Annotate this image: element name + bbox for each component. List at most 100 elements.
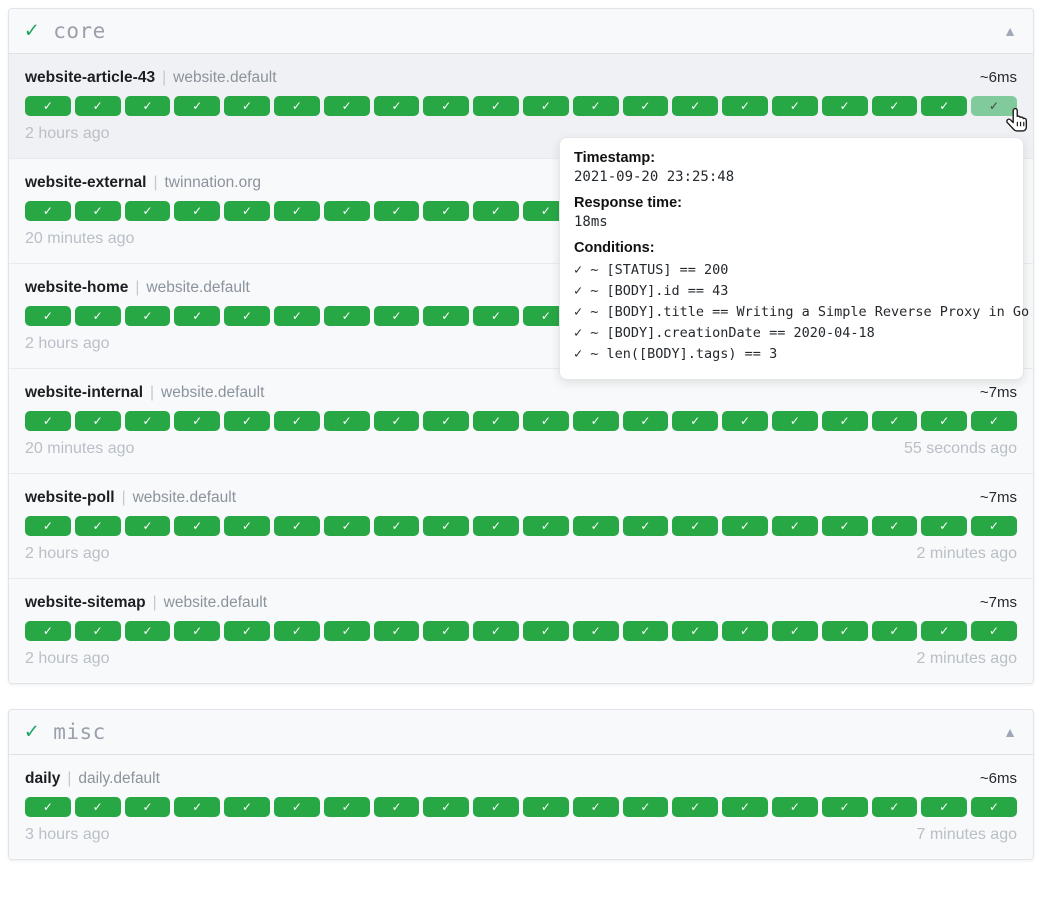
collapse-arrow-icon[interactable]: ▲ [1003,724,1017,740]
status-badge-up[interactable]: ✓ [224,516,270,536]
status-badge-up[interactable]: ✓ [821,797,868,817]
status-badge-up[interactable]: ✓ [423,201,470,221]
status-badge-up[interactable]: ✓ [25,516,71,536]
status-badge-up[interactable]: ✓ [323,621,370,641]
status-badge-up[interactable]: ✓ [323,411,370,431]
status-badge-up[interactable]: ✓ [174,621,221,641]
status-badge-up[interactable]: ✓ [473,201,519,221]
status-badge-up[interactable]: ✓ [323,96,370,116]
status-badge-up[interactable]: ✓ [174,96,221,116]
status-badge-up[interactable]: ✓ [174,411,221,431]
status-badge-up[interactable]: ✓ [622,96,669,116]
status-badge-up[interactable]: ✓ [871,797,918,817]
status-badge-up[interactable]: ✓ [224,306,270,326]
status-badge-up[interactable]: ✓ [921,621,968,641]
status-badge-up[interactable]: ✓ [522,96,569,116]
status-badge-up[interactable]: ✓ [572,516,619,536]
status-badge-up[interactable]: ✓ [522,201,569,221]
status-badge-up[interactable]: ✓ [921,411,968,431]
group-header[interactable]: ✓ misc ▲ [9,710,1033,755]
status-badge-up[interactable]: ✓ [473,797,519,817]
status-badge-up[interactable]: ✓ [273,621,320,641]
status-badge-up[interactable]: ✓ [74,411,121,431]
status-badge-up[interactable]: ✓ [971,797,1017,817]
status-badge-up[interactable]: ✓ [174,306,221,326]
status-badge-up[interactable]: ✓ [25,96,71,116]
status-badge-up[interactable]: ✓ [821,411,868,431]
status-badge-up[interactable]: ✓ [323,797,370,817]
status-badge-up[interactable]: ✓ [672,96,719,116]
status-badge-up[interactable]: ✓ [74,516,121,536]
status-badge-up[interactable]: ✓ [373,516,420,536]
status-badge-up[interactable]: ✓ [423,96,470,116]
status-badge-up[interactable]: ✓ [423,306,470,326]
status-badge-up[interactable]: ✓ [224,96,270,116]
status-badge-up[interactable]: ✓ [672,797,719,817]
status-badge-up[interactable]: ✓ [373,797,420,817]
status-badge-up[interactable]: ✓ [473,306,519,326]
status-badge-up[interactable]: ✓ [771,516,818,536]
status-badge-up[interactable]: ✓ [74,621,121,641]
status-badge-up[interactable]: ✓ [771,621,818,641]
status-badge-up[interactable]: ✓ [124,797,171,817]
status-badge-up[interactable]: ✓ [174,797,221,817]
status-badge-up[interactable]: ✓ [273,306,320,326]
status-badge-up[interactable]: ✓ [25,201,71,221]
status-badge-up[interactable]: ✓ [373,96,420,116]
status-badge-up[interactable]: ✓ [572,96,619,116]
status-badge-up[interactable]: ✓ [473,411,519,431]
status-badge-up[interactable]: ✓ [722,797,768,817]
status-badge-up[interactable]: ✓ [174,516,221,536]
status-badge-up[interactable]: ✓ [373,306,420,326]
status-badge-up[interactable]: ✓ [423,411,470,431]
status-badge-up[interactable]: ✓ [921,96,968,116]
status-badge-up[interactable]: ✓ [174,201,221,221]
status-badge-up[interactable]: ✓ [672,621,719,641]
status-badge-up[interactable]: ✓ [473,516,519,536]
status-badge-up[interactable]: ✓ [224,797,270,817]
status-badge-up[interactable]: ✓ [971,621,1017,641]
status-badge-up[interactable]: ✓ [224,621,270,641]
status-badge-up[interactable]: ✓ [722,516,768,536]
status-badge-up[interactable]: ✓ [871,411,918,431]
status-badge-up[interactable]: ✓ [622,797,669,817]
status-badge-up[interactable]: ✓ [572,797,619,817]
status-badge-up[interactable]: ✓ [373,411,420,431]
status-badge-up[interactable]: ✓ [323,306,370,326]
status-badge-up[interactable]: ✓ [74,797,121,817]
status-badge-up[interactable]: ✓ [74,96,121,116]
status-badge-up[interactable]: ✓ [672,516,719,536]
status-badge-up[interactable]: ✓ [323,201,370,221]
status-badge-up[interactable]: ✓ [971,516,1017,536]
status-badge-up[interactable]: ✓ [522,797,569,817]
status-badge-up[interactable]: ✓ [273,201,320,221]
status-badge-up[interactable]: ✓ [423,621,470,641]
status-badge-up[interactable]: ✓ [74,306,121,326]
status-badge-up[interactable]: ✓ [871,516,918,536]
status-badge-up[interactable]: ✓ [323,516,370,536]
status-badge-up[interactable]: ✓ [273,96,320,116]
status-badge-up[interactable]: ✓ [572,411,619,431]
status-badge-up[interactable]: ✓ [771,96,818,116]
status-badge-up[interactable]: ✓ [722,621,768,641]
status-badge-up[interactable]: ✓ [921,797,968,817]
status-badge-up[interactable]: ✓ [622,411,669,431]
status-badge-up[interactable]: ✓ [124,306,171,326]
status-badge-up[interactable]: ✓ [572,621,619,641]
status-badge-up[interactable]: ✓ [722,411,768,431]
status-badge-up[interactable]: ✓ [921,516,968,536]
status-badge-up[interactable]: ✓ [124,516,171,536]
status-badge-up[interactable]: ✓ [423,516,470,536]
status-badge-up[interactable]: ✓ [871,96,918,116]
status-badge-up[interactable]: ✓ [224,411,270,431]
status-badge-up[interactable]: ✓ [771,411,818,431]
status-badge-up[interactable]: ✓ [473,96,519,116]
status-badge-up[interactable]: ✓ [522,516,569,536]
status-badge-up[interactable]: ✓ [821,621,868,641]
status-badge-up[interactable]: ✓ [821,516,868,536]
status-badge-up[interactable]: ✓ [522,621,569,641]
status-badge-up[interactable]: ✓ [25,306,71,326]
status-badge-up[interactable]: ✓ [423,797,470,817]
status-badge-up[interactable]: ✓ [273,516,320,536]
collapse-arrow-icon[interactable]: ▲ [1003,23,1017,39]
